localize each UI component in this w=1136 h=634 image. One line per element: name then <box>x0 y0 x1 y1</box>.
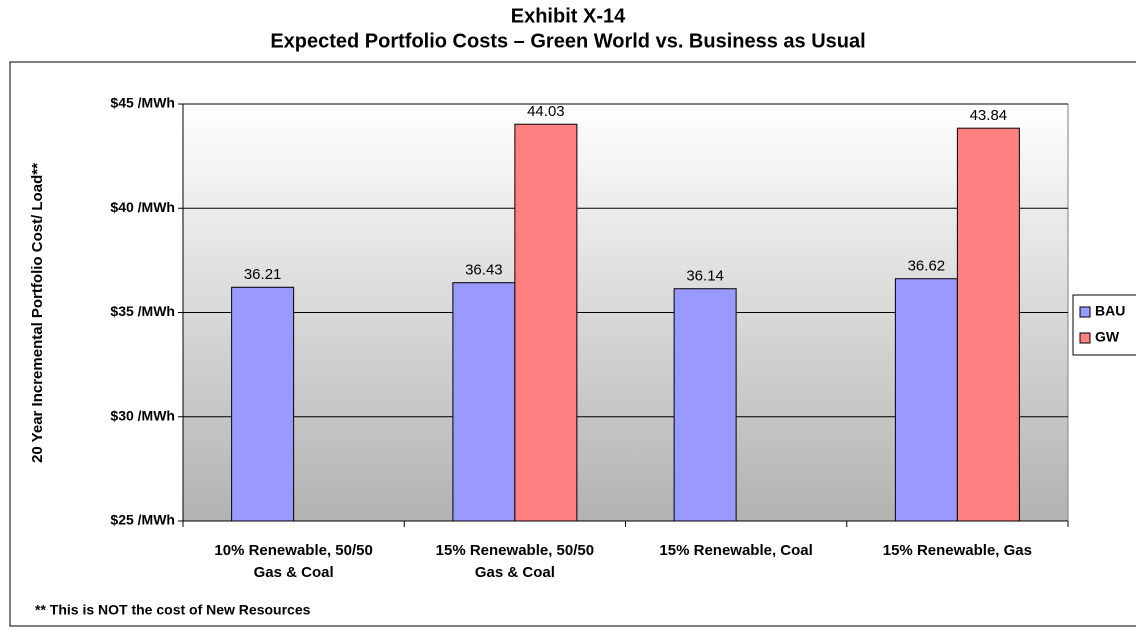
y-tick-label: $40 /MWh <box>110 199 175 215</box>
x-tick-label: 15% Renewable, Coal <box>659 542 813 559</box>
value-label: 44.03 <box>527 103 565 120</box>
bar <box>894 278 958 522</box>
bar <box>514 123 578 522</box>
y-tick-label: $45 /MWh <box>110 95 175 111</box>
chart-frame <box>9 61 1136 627</box>
chart-title: Exhibit X-14 <box>511 5 626 27</box>
bar <box>956 127 1020 522</box>
y-tick-label: $35 /MWh <box>110 303 175 319</box>
footnote: ** This is NOT the cost of New Resources <box>35 602 311 618</box>
bar <box>231 286 295 522</box>
value-label: 43.84 <box>970 107 1008 124</box>
legend-swatch <box>1079 332 1091 344</box>
x-tick-label: 15% Renewable, Gas <box>882 542 1032 559</box>
value-label: 36.21 <box>244 266 282 283</box>
chart-subtitle: Expected Portfolio Costs – Green World v… <box>270 30 865 52</box>
value-label: 36.14 <box>686 268 724 285</box>
legend-label: BAU <box>1095 303 1125 319</box>
bar <box>452 282 516 522</box>
bar <box>673 288 737 522</box>
x-tick-label: 10% Renewable, 50/50 Gas & Coal <box>214 542 373 581</box>
value-label: 36.62 <box>908 258 946 275</box>
y-tick-label: $30 /MWh <box>110 407 175 423</box>
legend-box <box>1072 294 1136 356</box>
y-tick-label: $25 /MWh <box>110 512 175 528</box>
legend-label: GW <box>1095 329 1120 345</box>
y-axis-label: 20 Year Incremental Portfolio Cost/ Load… <box>29 163 46 463</box>
legend-swatch <box>1079 306 1091 318</box>
x-tick-label: 15% Renewable, 50/50 Gas & Coal <box>435 542 595 581</box>
value-label: 36.43 <box>465 262 503 279</box>
